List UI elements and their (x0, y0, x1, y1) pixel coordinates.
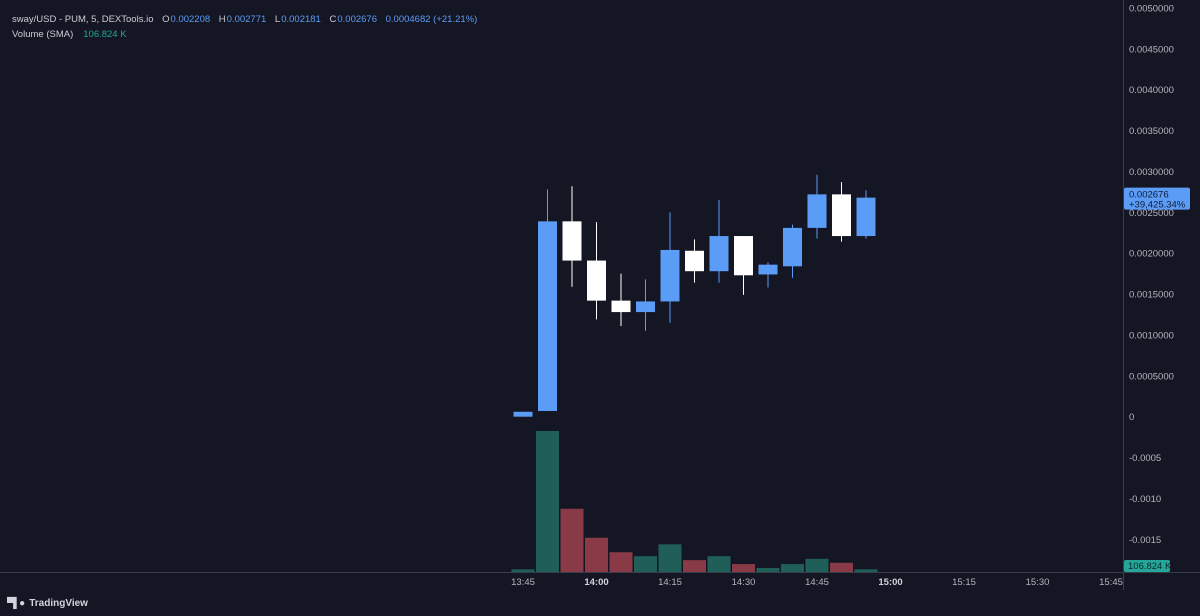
x-tick-label: 15:30 (1026, 577, 1050, 588)
candle-body (832, 194, 851, 237)
close-label: C (329, 14, 337, 25)
volume-label[interactable]: Volume (SMA) (12, 29, 74, 40)
volume-bar (658, 544, 682, 572)
volume-bar (707, 556, 731, 572)
volume-bar (511, 569, 535, 572)
symbol-label[interactable]: sway/USD - PUM, 5, DEXTools.io (12, 14, 154, 25)
candle-body (587, 260, 606, 301)
open-value: 0.002208 (170, 14, 211, 25)
candle-body (709, 236, 729, 272)
candle-body (783, 227, 802, 267)
volume-bar (560, 508, 584, 572)
price-badge-change: +39,425.34% (1129, 200, 1186, 211)
y-tick-label: -0.0015 (1129, 535, 1161, 546)
tradingview-brand[interactable]: ▀▌● TradingView (7, 598, 88, 609)
y-tick-label: 0.0035000 (1129, 126, 1174, 137)
volume-legend-line: Volume (SMA) 106.824 K (12, 27, 483, 42)
x-tick-label: 15:15 (952, 577, 976, 588)
candle-body (660, 249, 680, 302)
candle-body (636, 301, 655, 313)
price-badge-value: 0.002676 (1129, 190, 1169, 201)
x-tick-label: 15:00 (878, 577, 902, 588)
y-tick-label: 0.0015000 (1129, 290, 1174, 301)
volume-bar (781, 564, 804, 572)
open-label: O (162, 14, 170, 25)
volume-bar (756, 568, 780, 572)
price-badge (1124, 187, 1190, 210)
candle-body (807, 194, 827, 228)
low-value: 0.002181 (281, 14, 321, 25)
y-tick-label: 0.0025000 (1129, 208, 1174, 219)
y-tick-label: 0.0045000 (1129, 44, 1174, 55)
low-label: L (274, 14, 281, 25)
candle-body (538, 221, 557, 411)
volume-bar (634, 556, 657, 572)
y-tick-label: 0.0040000 (1129, 85, 1174, 96)
y-tick-label: 0.0010000 (1129, 330, 1174, 341)
candle-body (758, 264, 778, 275)
footer-bar (0, 590, 1200, 616)
candle-body (685, 250, 704, 272)
y-tick-label: -0.0005 (1129, 453, 1161, 464)
change-value: 0.0004682 (+21.21%) (385, 14, 478, 25)
y-tick-label: 0.0030000 (1129, 167, 1174, 178)
y-tick-label: 0.0050000 (1129, 4, 1174, 15)
high-label: H (218, 14, 226, 25)
candle-body (611, 300, 631, 313)
tradingview-logo-icon: ▀▌● (7, 598, 25, 609)
volume-bar (683, 560, 706, 572)
volume-badge (1124, 560, 1170, 572)
volume-badge-value: 106.824 K (1128, 561, 1172, 572)
x-tick-label: 14:30 (732, 577, 756, 588)
volume-value: 106.824 K (83, 29, 127, 40)
brand-label: TradingView (29, 598, 88, 609)
high-value: 0.002771 (226, 14, 267, 25)
x-tick-label: 13:45 (511, 577, 535, 588)
volume-bar (805, 558, 829, 572)
volume-bar (732, 564, 755, 572)
candle-body (513, 411, 533, 417)
x-tick-label: 14:00 (584, 577, 608, 588)
chart-legend: sway/USD - PUM, 5, DEXTools.io O0.002208… (12, 12, 483, 42)
x-tick-label: 14:15 (658, 577, 682, 588)
x-tick-label: 15:45 (1099, 577, 1123, 588)
ohlc-legend-line: sway/USD - PUM, 5, DEXTools.io O0.002208… (12, 12, 483, 27)
candle-body (734, 236, 753, 276)
y-tick-label: -0.0010 (1129, 494, 1161, 505)
volume-bar (854, 569, 878, 572)
volume-bar (609, 552, 633, 572)
y-tick-label: 0.0005000 (1129, 371, 1174, 382)
close-value: 0.002676 (337, 14, 377, 25)
volume-bar (830, 562, 853, 572)
y-tick-label: 0.0020000 (1129, 249, 1174, 260)
candle-body (856, 197, 876, 237)
y-tick-label: 0 (1129, 412, 1134, 423)
volume-bar (536, 431, 559, 572)
x-tick-label: 14:45 (805, 577, 829, 588)
candle-body (562, 221, 582, 261)
volume-bar (585, 537, 608, 572)
